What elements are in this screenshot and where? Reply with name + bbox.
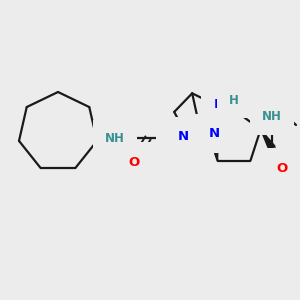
Text: O: O bbox=[128, 155, 140, 169]
Text: N: N bbox=[214, 98, 225, 111]
Text: H: H bbox=[229, 94, 239, 106]
Text: NH: NH bbox=[168, 131, 188, 145]
Text: NH: NH bbox=[105, 131, 125, 145]
Text: N: N bbox=[178, 130, 189, 143]
Text: O: O bbox=[276, 161, 288, 175]
Text: N: N bbox=[208, 127, 219, 140]
Polygon shape bbox=[212, 104, 219, 161]
Polygon shape bbox=[261, 129, 275, 150]
Text: NH: NH bbox=[262, 110, 282, 124]
